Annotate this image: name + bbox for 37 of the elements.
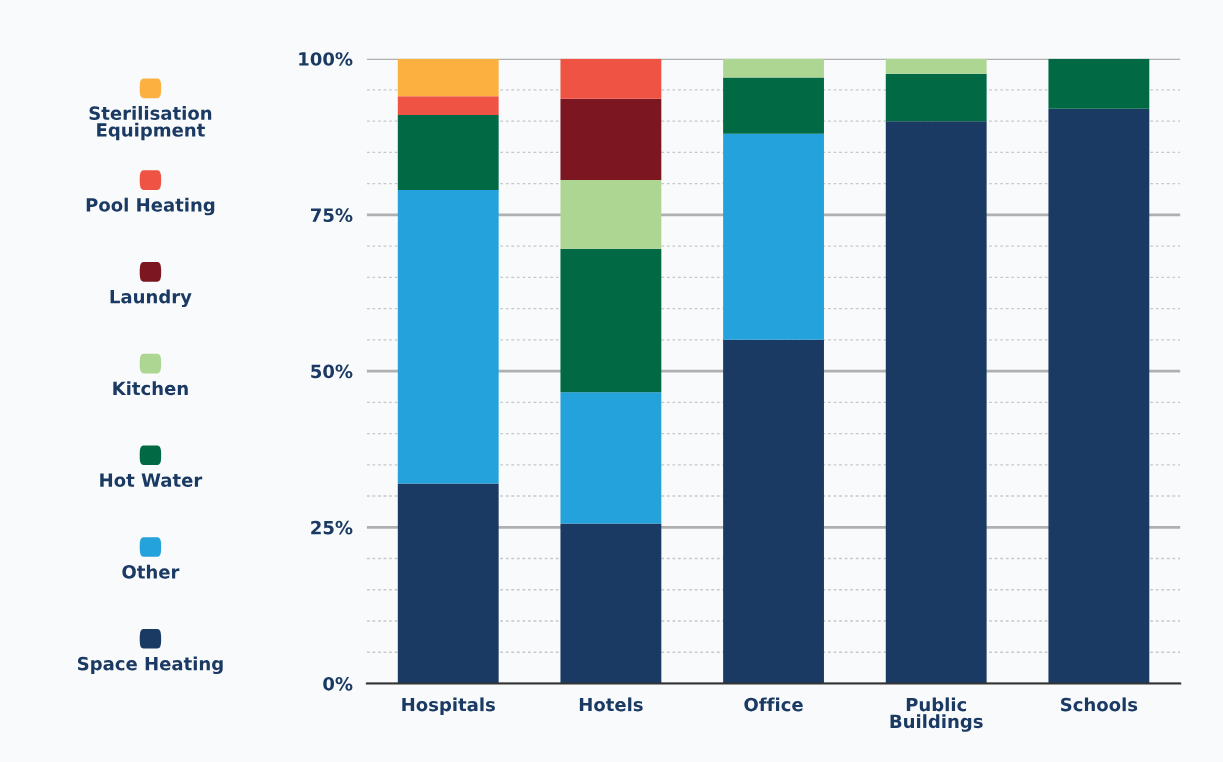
bar xyxy=(560,523,662,684)
legend-label: Other xyxy=(122,564,180,579)
bar xyxy=(560,248,662,393)
legend-label: Sterilisation Equipment xyxy=(89,106,212,141)
bar xyxy=(397,58,499,97)
legend-label: Pool Heating xyxy=(86,197,215,216)
bar xyxy=(885,58,987,74)
y-tick-label: 25% xyxy=(311,520,353,535)
bar xyxy=(723,58,824,78)
bar xyxy=(1048,108,1150,684)
bar xyxy=(560,392,662,524)
bar xyxy=(560,179,662,249)
legend-label: Space Heating xyxy=(77,656,223,675)
bar xyxy=(885,73,987,122)
x-tick-label: Public Buildings xyxy=(890,697,983,732)
legend-label: Hot Water xyxy=(100,473,203,487)
legend-label: Kitchen xyxy=(113,381,188,396)
bar xyxy=(397,114,499,190)
bar xyxy=(723,339,824,684)
y-tick-label: 50% xyxy=(311,364,353,379)
bar xyxy=(560,98,662,180)
bar xyxy=(723,77,824,134)
bar xyxy=(885,121,987,684)
x-tick-label: Hospitals xyxy=(402,697,495,715)
bar xyxy=(397,483,499,684)
x-tick-label: Office xyxy=(744,697,803,712)
x-tick-label: Hotels xyxy=(579,697,643,712)
bar xyxy=(397,189,499,484)
y-tick-label: 100% xyxy=(299,52,353,66)
bar xyxy=(397,96,499,115)
bar xyxy=(723,133,824,340)
bar xyxy=(560,58,662,99)
bar xyxy=(1048,58,1150,109)
y-tick-label: 75% xyxy=(311,208,353,222)
legend-label: Laundry xyxy=(110,289,192,308)
x-tick-label: Schools xyxy=(1061,697,1138,712)
y-tick-label: 0% xyxy=(323,676,353,691)
